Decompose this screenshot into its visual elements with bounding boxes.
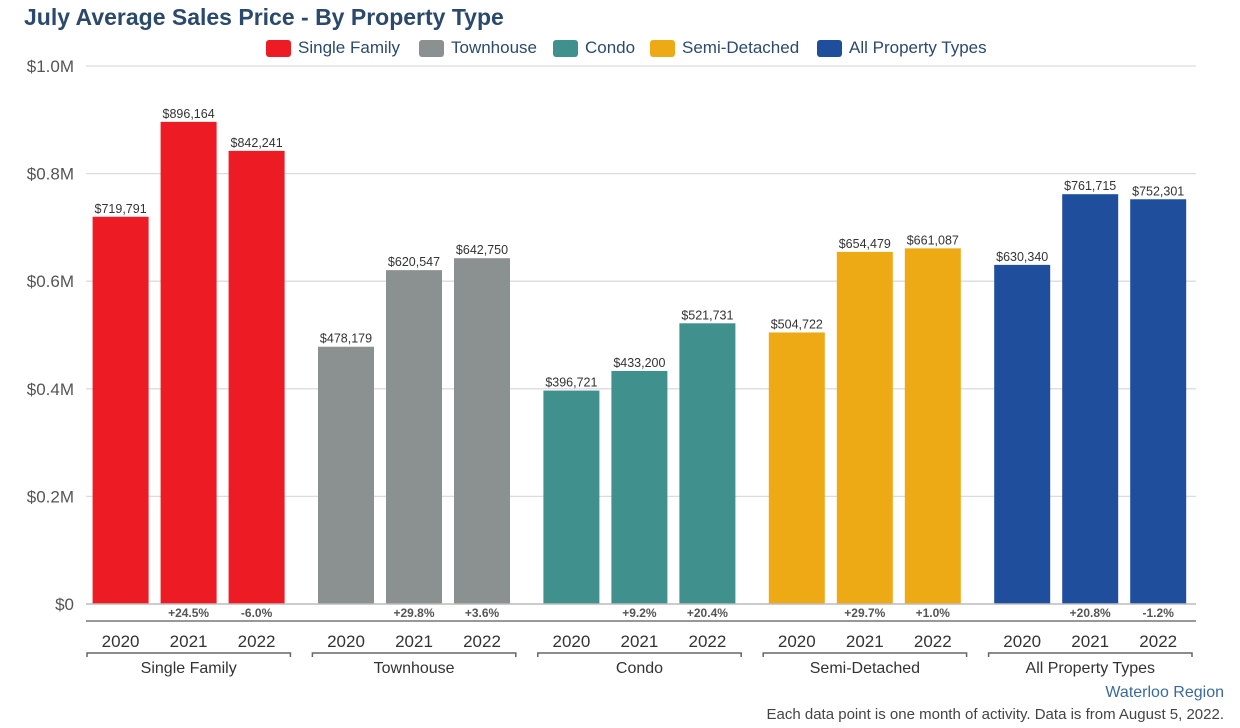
bar [454, 258, 510, 604]
legend-item[interactable]: Townhouse [419, 36, 537, 60]
group-bracket [762, 652, 968, 657]
legend-label: Condo [585, 38, 636, 57]
year-tick-label: 2021 [1071, 632, 1109, 651]
y-tick-label: $0.4M [27, 380, 74, 399]
value-label: $630,340 [996, 250, 1048, 264]
year-tick-label: 2020 [327, 632, 365, 651]
year-tick-label: 2021 [170, 632, 208, 651]
y-tick-label: $0 [55, 595, 74, 614]
value-label: $661,087 [907, 233, 959, 247]
legend-label: All Property Types [849, 38, 987, 57]
region-label: Waterloo Region [1105, 684, 1224, 701]
change-label: +29.7% [844, 606, 885, 620]
legend-item[interactable]: Condo [553, 36, 635, 60]
bar [836, 251, 893, 604]
legend-label: Single Family [298, 38, 401, 57]
bar [92, 216, 149, 604]
value-label: $719,791 [95, 202, 147, 216]
year-tick-label: 2022 [688, 632, 726, 651]
group-bracket [537, 652, 742, 657]
group-label: Townhouse [374, 660, 455, 677]
bar [1130, 199, 1187, 604]
value-label: $842,241 [231, 136, 283, 150]
y-tick-label: $1.0M [27, 57, 74, 76]
bar [160, 121, 217, 604]
footnote: Each data point is one month of activity… [766, 706, 1224, 723]
year-tick-label: 2021 [846, 632, 884, 651]
value-label: $642,750 [456, 243, 508, 257]
legend-swatch [650, 39, 675, 57]
change-label: +20.4% [687, 606, 728, 620]
year-tick-label: 2020 [1003, 632, 1041, 651]
legend-swatch [419, 39, 444, 57]
year-tick-label: 2020 [552, 632, 590, 651]
legend-item[interactable]: Semi-Detached [650, 36, 799, 60]
bar [543, 390, 600, 604]
value-label: $396,721 [545, 376, 597, 390]
legend-swatch [553, 39, 578, 57]
value-label: $521,731 [681, 308, 733, 322]
value-label: $761,715 [1064, 179, 1116, 193]
change-label: +1.0% [916, 606, 951, 620]
value-label: $620,547 [388, 255, 440, 269]
group-bracket [86, 652, 292, 657]
chart-title: July Average Sales Price - By Property T… [24, 4, 504, 30]
group-label: Single Family [141, 660, 237, 677]
year-tick-label: 2022 [238, 632, 276, 651]
year-tick-label: 2022 [463, 632, 501, 651]
bar [228, 150, 285, 605]
legend-item[interactable]: Single Family [266, 36, 400, 60]
change-label: +3.6% [465, 606, 500, 620]
group-label: Condo [616, 660, 663, 677]
legend-swatch [817, 39, 842, 57]
bar [904, 248, 961, 604]
group-label: Semi-Detached [810, 660, 920, 677]
year-tick-label: 2020 [778, 632, 816, 651]
group-label: All Property Types [1026, 660, 1156, 677]
year-tick-label: 2021 [620, 632, 658, 651]
year-tick-label: 2022 [1139, 632, 1177, 651]
value-label: $504,722 [771, 317, 823, 331]
change-label: +24.5% [168, 606, 209, 620]
bar [768, 332, 825, 604]
change-label: -1.2% [1143, 606, 1175, 620]
y-tick-label: $0.2M [27, 487, 74, 506]
legend-label: Townhouse [451, 38, 538, 57]
value-label: $896,164 [163, 107, 215, 121]
change-label: +29.8% [393, 606, 434, 620]
value-label: $433,200 [613, 356, 665, 370]
bar [318, 346, 374, 604]
change-label: +20.8% [1070, 606, 1111, 620]
bar [611, 370, 668, 604]
y-tick-label: $0.8M [27, 165, 74, 184]
group-bracket [987, 652, 1193, 657]
bar [1062, 194, 1119, 604]
legend-item[interactable]: All Property Types [817, 36, 987, 60]
legend-swatch [266, 39, 291, 57]
year-tick-label: 2021 [395, 632, 433, 651]
bar [386, 270, 442, 604]
legend: Single Family Townhouse Condo Semi-Detached… [0, 36, 1240, 60]
value-label: $478,179 [320, 332, 372, 346]
group-bracket [311, 652, 517, 657]
year-tick-label: 2022 [914, 632, 952, 651]
year-tick-label: 2020 [102, 632, 140, 651]
legend-label: Semi-Detached [682, 38, 800, 57]
bar [679, 323, 736, 604]
y-tick-label: $0.6M [27, 272, 74, 291]
bar [994, 264, 1051, 604]
value-label: $654,479 [839, 237, 891, 251]
change-label: +9.2% [622, 606, 657, 620]
value-label: $752,301 [1132, 184, 1184, 198]
change-label: -6.0% [241, 606, 273, 620]
